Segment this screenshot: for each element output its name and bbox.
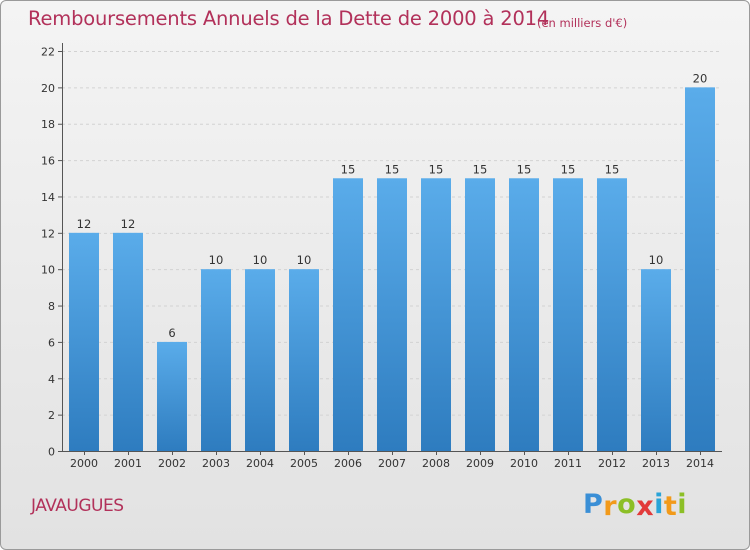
bar: [641, 269, 671, 451]
bar: [157, 341, 187, 451]
bar: [289, 269, 319, 451]
y-tick-label: 16: [41, 155, 55, 168]
bar: [465, 178, 495, 452]
x-tick-label: 2006: [334, 457, 362, 470]
x-tick-label: 2008: [422, 457, 450, 470]
y-tick-label: 0: [48, 446, 55, 459]
x-tick-label: 2001: [114, 457, 142, 470]
bar: [509, 178, 539, 452]
data-label: 20: [693, 71, 708, 85]
y-tick-label: 18: [41, 118, 55, 131]
bar: [69, 232, 99, 451]
axes: 0 2 4 6 8 10 12 14 16 18 20 22 2000 2001 2002 2003 2004 2…: [41, 43, 722, 470]
data-label: 15: [385, 162, 400, 176]
bar: [597, 178, 627, 452]
y-tick-label: 6: [48, 336, 55, 349]
data-label: 15: [341, 162, 356, 176]
data-label: 10: [297, 253, 312, 267]
logo-letter: i: [654, 489, 664, 520]
y-tick-label: 10: [41, 264, 55, 277]
x-tick-label: 2013: [642, 457, 670, 470]
x-tick-label: 2011: [554, 457, 582, 470]
y-tick-label: 8: [48, 300, 55, 313]
data-label: 10: [209, 253, 224, 267]
x-tick-label: 2003: [202, 457, 230, 470]
bars: 12 12 6 10 10 10 15 15 15 15 15 15 15 10 20: [69, 71, 715, 452]
y-tick-label: 12: [41, 227, 55, 240]
x-tick-label: 2004: [246, 457, 274, 470]
y-tick-label: 2: [48, 409, 55, 422]
data-label: 15: [429, 162, 444, 176]
chart-unit-note: (en milliers d'€): [537, 16, 628, 30]
logo-letter: x: [636, 491, 655, 522]
x-tick-label: 2000: [70, 457, 98, 470]
data-label: 12: [121, 217, 136, 231]
bar: [377, 178, 407, 452]
data-label: 15: [605, 162, 620, 176]
y-tick-label: 22: [41, 46, 55, 59]
logo-letter: o: [617, 489, 637, 520]
bar: [421, 178, 451, 452]
y-tick-label: 20: [41, 82, 55, 95]
y-tick-label: 4: [48, 373, 55, 386]
bar: [201, 269, 231, 451]
data-label: 15: [473, 162, 488, 176]
data-label: 15: [517, 162, 532, 176]
data-label: 10: [253, 253, 268, 267]
data-label: 15: [561, 162, 576, 176]
logo-letter: r: [603, 491, 618, 522]
data-label: 10: [649, 253, 664, 267]
x-tick-label: 2007: [378, 457, 406, 470]
bar: [113, 232, 143, 451]
x-tick-label: 2009: [466, 457, 494, 470]
logo-letter: i: [677, 489, 688, 520]
x-tick-label: 2014: [686, 457, 714, 470]
logo-letter: P: [583, 489, 604, 520]
x-tick-label: 2010: [510, 457, 538, 470]
bar: [333, 178, 363, 452]
x-tick-label: 2005: [290, 457, 318, 470]
data-label: 12: [77, 217, 92, 231]
data-label: 6: [168, 326, 175, 340]
bar: [553, 178, 583, 452]
x-tick-label: 2002: [158, 457, 186, 470]
y-tick-label: 14: [41, 191, 55, 204]
logo-letter: t: [663, 491, 678, 522]
proxiti-logo: Proxiti: [583, 489, 688, 522]
commune-name: JAVAUGUES: [31, 496, 124, 516]
bar: [245, 269, 275, 451]
chart-title: Remboursements Annuels de la Dette de 20…: [28, 7, 550, 30]
x-tick-label: 2012: [598, 457, 626, 470]
bar: [685, 87, 715, 451]
